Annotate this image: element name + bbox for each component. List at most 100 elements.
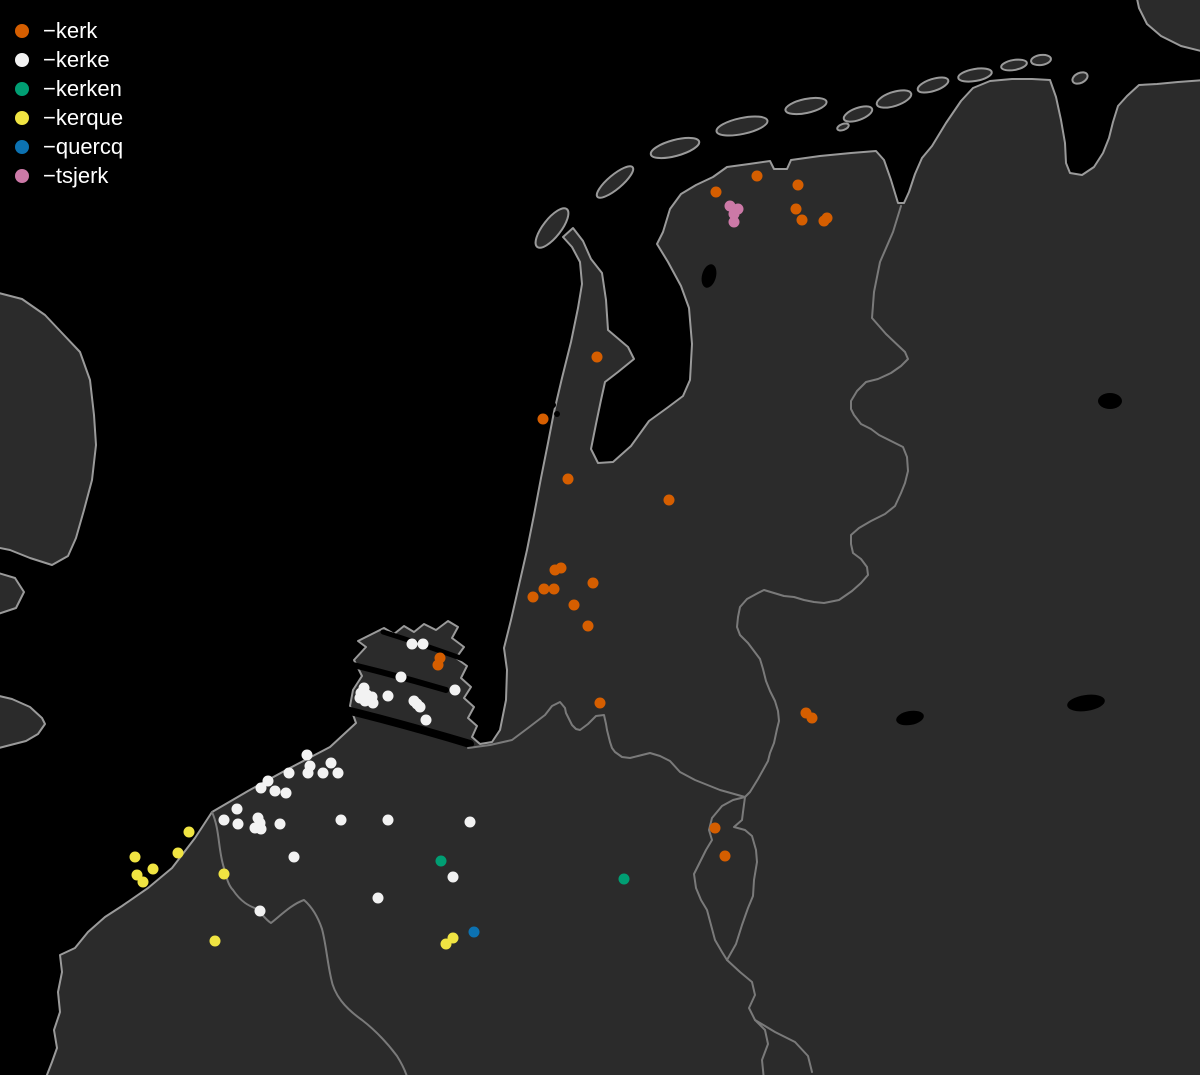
data-point-kerk xyxy=(806,712,818,724)
data-point-kerk xyxy=(568,599,580,611)
border-luxembourg xyxy=(754,1019,813,1073)
data-point-kerke xyxy=(449,684,461,696)
data-point-kerk xyxy=(527,591,539,603)
data-point-kerken xyxy=(618,873,630,885)
landmass-continent xyxy=(45,78,1200,1075)
data-point-kerque xyxy=(447,932,459,944)
data-point-kerke xyxy=(231,803,243,815)
border-netherlands-germany xyxy=(736,205,909,798)
data-point-kerke xyxy=(288,851,300,863)
data-point-kerk xyxy=(796,214,808,226)
data-point-kerke xyxy=(317,767,329,779)
data-point-kerke xyxy=(395,671,407,683)
legend-label: −quercq xyxy=(43,134,124,159)
border-france-belgium xyxy=(211,811,408,1075)
data-point-kerque xyxy=(137,876,149,888)
data-point-kerke xyxy=(255,823,267,835)
data-point-kerke xyxy=(301,749,313,761)
island xyxy=(784,96,828,116)
legend-dot xyxy=(15,81,29,96)
data-point-kerke xyxy=(255,782,267,794)
lake xyxy=(1067,694,1105,712)
data-point-kerke xyxy=(447,871,459,883)
data-point-kerque xyxy=(183,826,195,838)
data-point-kerke xyxy=(280,787,292,799)
data-point-kerke xyxy=(269,785,281,797)
island xyxy=(1071,71,1089,85)
data-point-kerke xyxy=(274,818,286,830)
data-point-kerke xyxy=(406,638,418,650)
legend-item: −kerk xyxy=(15,16,123,45)
data-point-kerk xyxy=(751,170,763,182)
data-point-kerke xyxy=(335,814,347,826)
data-point-quercq xyxy=(468,926,480,938)
island xyxy=(916,76,950,94)
data-point-kerk xyxy=(562,473,574,485)
data-point-kerk xyxy=(719,850,731,862)
island xyxy=(595,165,635,199)
wadden-islands xyxy=(534,53,1089,249)
island xyxy=(1000,58,1028,72)
data-point-kerk xyxy=(790,203,802,215)
lakes xyxy=(550,264,1122,726)
island xyxy=(649,136,701,160)
island xyxy=(836,122,850,132)
data-point-kerk xyxy=(537,413,549,425)
island xyxy=(842,105,874,123)
data-point-kerke xyxy=(417,638,429,650)
legend-dot xyxy=(15,168,29,183)
border-limburg-east xyxy=(726,796,758,961)
island xyxy=(715,115,769,137)
data-point-kerken xyxy=(435,855,447,867)
data-point-kerk xyxy=(555,562,567,574)
landmass-kent xyxy=(0,572,25,615)
data-point-kerke xyxy=(464,816,476,828)
data-point-kerk xyxy=(821,212,833,224)
legend-item: −kerque xyxy=(15,103,123,132)
lake xyxy=(550,402,556,408)
data-point-kerk xyxy=(548,583,560,595)
data-point-kerke xyxy=(372,892,384,904)
data-point-kerque xyxy=(129,851,141,863)
legend-dot xyxy=(15,52,29,67)
data-point-kerke xyxy=(382,690,394,702)
legend-dot xyxy=(15,23,29,38)
data-point-kerque xyxy=(147,863,159,875)
border-belgium-netherlands xyxy=(467,701,746,798)
lake xyxy=(701,264,717,288)
island xyxy=(957,67,993,83)
data-point-kerk xyxy=(709,822,721,834)
border-belgium-germany xyxy=(726,959,769,1075)
legend-label: −tsjerk xyxy=(43,163,109,188)
data-point-kerk xyxy=(587,577,599,589)
data-point-kerk xyxy=(792,179,804,191)
data-point-kerke xyxy=(254,905,266,917)
island xyxy=(534,207,570,249)
legend-item: −tsjerk xyxy=(15,161,123,190)
data-point-kerk xyxy=(432,659,444,671)
legend-label: −kerken xyxy=(43,76,122,101)
landmass-calais-headland xyxy=(0,695,46,749)
data-point-kerke xyxy=(218,814,230,826)
data-point-kerke xyxy=(302,767,314,779)
data-point-kerke xyxy=(232,818,244,830)
data-point-kerk xyxy=(538,583,550,595)
legend-label: −kerk xyxy=(43,18,98,43)
lake xyxy=(896,710,924,726)
data-point-kerque xyxy=(218,868,230,880)
data-point-kerke xyxy=(367,697,379,709)
legend-dot xyxy=(15,139,29,154)
legend-item: −kerken xyxy=(15,74,123,103)
data-point-kerk xyxy=(594,697,606,709)
landmass-germany-corner xyxy=(1136,0,1200,52)
data-point-kerke xyxy=(283,767,295,779)
data-point-tsjerk xyxy=(728,208,740,220)
lake xyxy=(554,411,560,417)
data-point-kerke xyxy=(420,714,432,726)
data-point-kerke xyxy=(382,814,394,826)
data-point-kerk xyxy=(710,186,722,198)
legend: −kerk −kerke −kerken −kerque −quercq −tsjerk xyxy=(15,16,123,190)
lake xyxy=(1098,393,1122,409)
country-borders xyxy=(211,205,909,1075)
